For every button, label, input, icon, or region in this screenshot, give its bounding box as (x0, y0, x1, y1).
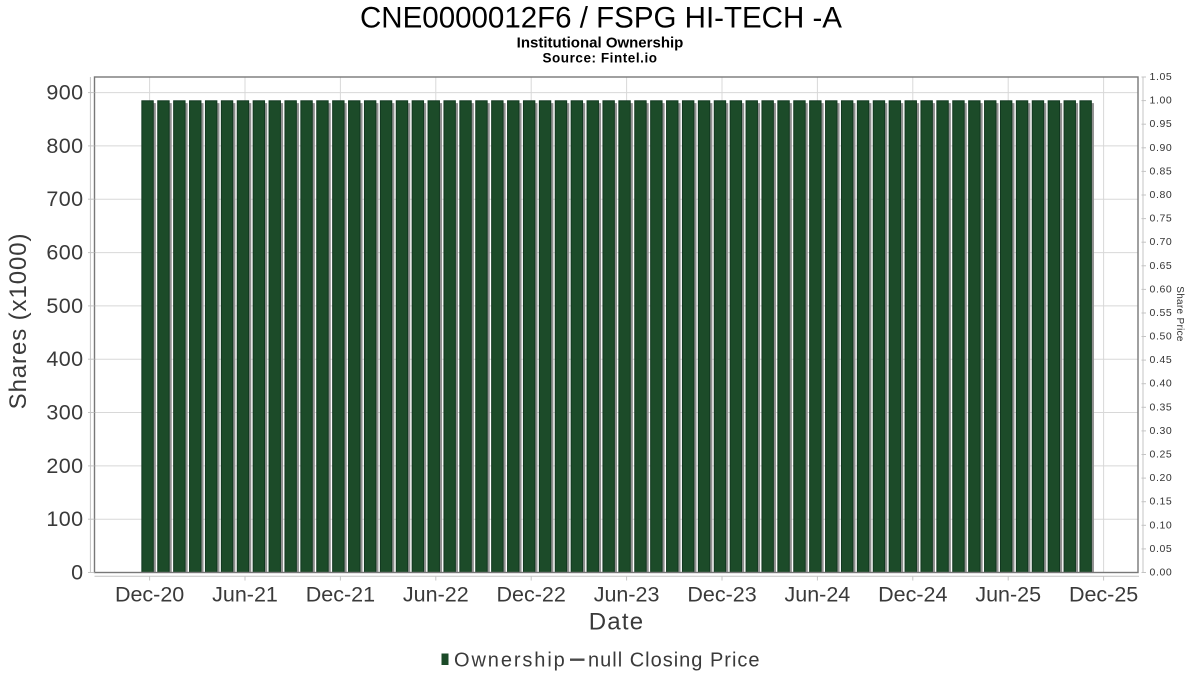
svg-text:0.85: 0.85 (1150, 165, 1173, 177)
svg-text:200: 200 (46, 454, 83, 478)
svg-text:Date: Date (589, 609, 645, 636)
svg-text:400: 400 (46, 347, 83, 371)
svg-text:Dec-25: Dec-25 (1069, 583, 1138, 607)
svg-text:Jun-22: Jun-22 (403, 583, 469, 607)
svg-text:Jun-24: Jun-24 (785, 583, 851, 607)
svg-text:null Closing Price: null Closing Price (588, 650, 761, 672)
svg-text:0.90: 0.90 (1150, 142, 1173, 154)
svg-text:0.70: 0.70 (1150, 236, 1173, 248)
svg-text:0.40: 0.40 (1150, 378, 1173, 390)
svg-text:Jun-21: Jun-21 (212, 583, 278, 607)
svg-text:0.95: 0.95 (1150, 118, 1173, 130)
svg-text:Dec-22: Dec-22 (497, 583, 566, 607)
svg-text:0.05: 0.05 (1150, 543, 1173, 555)
svg-text:500: 500 (46, 294, 83, 318)
svg-text:Shares (x1000): Shares (x1000) (5, 233, 32, 410)
svg-text:0.00: 0.00 (1150, 567, 1173, 579)
svg-text:0.75: 0.75 (1150, 213, 1173, 225)
svg-text:0.45: 0.45 (1150, 354, 1173, 366)
svg-text:0.15: 0.15 (1150, 496, 1173, 508)
svg-text:100: 100 (46, 507, 83, 531)
svg-text:1.00: 1.00 (1150, 95, 1173, 107)
svg-text:700: 700 (46, 187, 83, 211)
svg-text:0.60: 0.60 (1150, 283, 1173, 295)
svg-text:Dec-23: Dec-23 (687, 583, 756, 607)
svg-text:0.80: 0.80 (1150, 189, 1173, 201)
svg-text:0.25: 0.25 (1150, 449, 1173, 461)
svg-text:900: 900 (46, 81, 83, 105)
svg-text:600: 600 (46, 241, 83, 265)
svg-text:Jun-25: Jun-25 (975, 583, 1041, 607)
svg-text:Dec-21: Dec-21 (306, 583, 375, 607)
svg-text:1.05: 1.05 (1150, 71, 1173, 83)
svg-text:0.10: 0.10 (1150, 519, 1173, 531)
svg-text:0.65: 0.65 (1150, 260, 1173, 272)
svg-text:0.35: 0.35 (1150, 401, 1173, 413)
svg-text:0.50: 0.50 (1150, 331, 1173, 343)
svg-text:0.30: 0.30 (1150, 425, 1173, 437)
svg-text:Share Price: Share Price (1174, 286, 1185, 342)
svg-text:Jun-23: Jun-23 (594, 583, 660, 607)
svg-text:0.55: 0.55 (1150, 307, 1173, 319)
svg-text:Ownership: Ownership (454, 650, 567, 672)
svg-text:Source: Fintel.io: Source: Fintel.io (542, 51, 657, 66)
svg-text:0: 0 (71, 561, 83, 585)
svg-text:Dec-20: Dec-20 (115, 583, 184, 607)
svg-text:300: 300 (46, 401, 83, 425)
svg-text:0.20: 0.20 (1150, 472, 1173, 484)
svg-text:800: 800 (46, 134, 83, 158)
svg-text:CNE0000012F6 / FSPG HI-TECH -A: CNE0000012F6 / FSPG HI-TECH -A (360, 2, 842, 35)
svg-text:Institutional Ownership: Institutional Ownership (517, 35, 684, 52)
svg-text:Dec-24: Dec-24 (878, 583, 947, 607)
